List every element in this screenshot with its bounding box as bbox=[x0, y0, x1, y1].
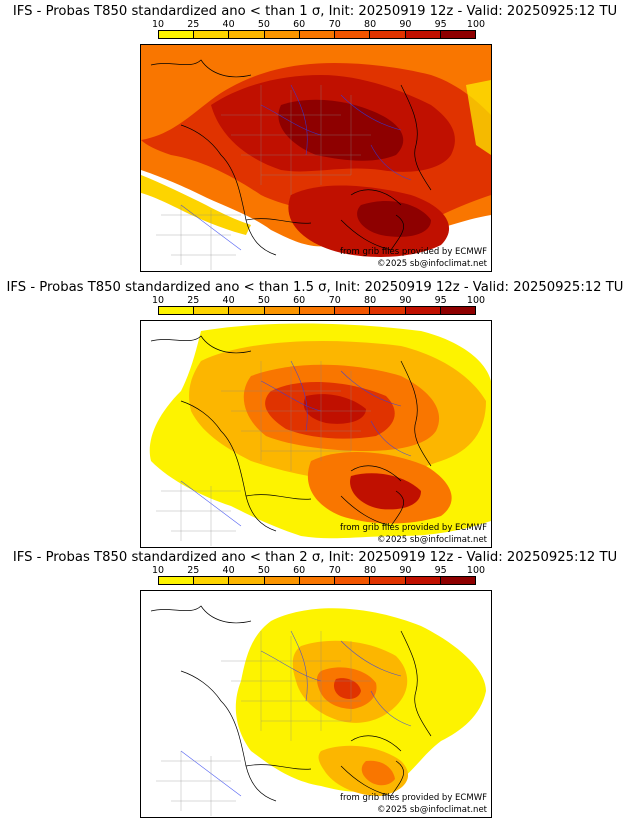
panel-title: IFS - Probas T850 standardized ano < tha… bbox=[6, 280, 624, 295]
probability-map: from grib files provided by ECMWF ©2025 … bbox=[140, 44, 492, 272]
colorbar-label: 80 bbox=[364, 565, 377, 576]
colorbar-label: 100 bbox=[466, 19, 486, 30]
colorbar-swatch bbox=[159, 31, 195, 38]
colorbar-swatch bbox=[159, 577, 195, 584]
colorbar-swatch bbox=[440, 307, 475, 314]
colorbar-label: 60 bbox=[293, 19, 306, 30]
grib-credit: from grib files provided by ECMWF bbox=[340, 793, 487, 803]
colorbar bbox=[158, 306, 476, 315]
copyright: ©2025 sb@infoclimat.net bbox=[377, 259, 487, 269]
colorbar-swatch bbox=[405, 307, 441, 314]
colorbar-swatch bbox=[264, 307, 300, 314]
colorbar-label: 10 bbox=[151, 565, 165, 576]
colorbar-label: 25 bbox=[187, 565, 200, 576]
map-graphic bbox=[150, 605, 486, 816]
colorbar-label: 95 bbox=[434, 19, 447, 30]
copyright: ©2025 sb@infoclimat.net bbox=[377, 535, 487, 545]
colorbar-swatch bbox=[194, 31, 230, 38]
colorbar-label: 50 bbox=[257, 295, 270, 306]
colorbar-swatch bbox=[370, 307, 406, 314]
colorbar-swatch bbox=[335, 307, 371, 314]
colorbar-swatch bbox=[405, 577, 441, 584]
colorbar-swatch bbox=[229, 307, 265, 314]
colorbar-labels: 10 25 40 50 60 70 80 90 95 100 bbox=[152, 19, 485, 30]
colorbar-label: 60 bbox=[293, 565, 306, 576]
colorbar bbox=[158, 576, 476, 585]
probability-map: from grib files provided by ECMWF ©2025 … bbox=[140, 320, 492, 548]
panel-title: IFS - Probas T850 standardized ano < tha… bbox=[12, 550, 618, 565]
colorbar-label: 90 bbox=[399, 19, 412, 30]
colorbar-swatch bbox=[229, 31, 265, 38]
colorbar-swatch bbox=[440, 31, 475, 38]
colorbar-swatch bbox=[370, 31, 406, 38]
map-panel-2sigma: IFS - Probas T850 standardized ano < tha… bbox=[0, 550, 630, 822]
colorbar-swatch bbox=[335, 577, 371, 584]
colorbar-label: 40 bbox=[222, 19, 235, 30]
colorbar-label: 50 bbox=[257, 565, 270, 576]
colorbar-swatch bbox=[440, 577, 475, 584]
colorbar-labels: 10 25 40 50 60 70 80 90 95 100 bbox=[152, 565, 485, 576]
colorbar-label: 25 bbox=[187, 19, 200, 30]
colorbar-label: 40 bbox=[222, 565, 235, 576]
colorbar-label: 80 bbox=[364, 19, 377, 30]
map-graphic bbox=[141, 321, 491, 547]
colorbar-label: 50 bbox=[257, 19, 270, 30]
colorbar bbox=[158, 30, 476, 39]
colorbar-label: 70 bbox=[328, 565, 341, 576]
map-panel-1sigma: IFS - Probas T850 standardized ano < tha… bbox=[0, 4, 630, 276]
colorbar-label: 80 bbox=[364, 295, 377, 306]
colorbar-label: 90 bbox=[399, 295, 412, 306]
colorbar-swatch bbox=[159, 307, 195, 314]
copyright: ©2025 sb@infoclimat.net bbox=[377, 805, 487, 815]
colorbar-swatch bbox=[194, 577, 230, 584]
colorbar-swatch bbox=[229, 577, 265, 584]
colorbar-swatch bbox=[299, 307, 336, 314]
colorbar-label: 25 bbox=[187, 295, 200, 306]
colorbar-label: 95 bbox=[434, 295, 447, 306]
colorbar-label: 10 bbox=[151, 19, 165, 30]
colorbar-label: 10 bbox=[151, 295, 165, 306]
colorbar-label: 100 bbox=[466, 295, 486, 306]
colorbar-swatch bbox=[194, 307, 230, 314]
colorbar-label: 90 bbox=[399, 565, 412, 576]
probability-map: from grib files provided by ECMWF ©2025 … bbox=[140, 590, 492, 818]
colorbar-swatch bbox=[299, 31, 336, 38]
colorbar-swatch bbox=[405, 31, 441, 38]
colorbar-label: 40 bbox=[222, 295, 235, 306]
grib-credit: from grib files provided by ECMWF bbox=[340, 523, 487, 533]
map-graphic bbox=[141, 45, 491, 271]
colorbar-swatch bbox=[335, 31, 371, 38]
grib-credit: from grib files provided by ECMWF bbox=[340, 247, 487, 257]
colorbar-swatch bbox=[299, 577, 336, 584]
colorbar-label: 95 bbox=[434, 565, 447, 576]
colorbar-label: 70 bbox=[328, 295, 341, 306]
colorbar-label: 100 bbox=[466, 565, 486, 576]
colorbar-swatch bbox=[264, 31, 300, 38]
colorbar-label: 60 bbox=[293, 295, 306, 306]
colorbar-swatch bbox=[370, 577, 406, 584]
map-panel-1-5sigma: IFS - Probas T850 standardized ano < tha… bbox=[0, 280, 630, 552]
panel-title: IFS - Probas T850 standardized ano < tha… bbox=[12, 4, 618, 19]
colorbar-swatch bbox=[264, 577, 300, 584]
colorbar-labels: 10 25 40 50 60 70 80 90 95 100 bbox=[152, 295, 485, 306]
colorbar-label: 70 bbox=[328, 19, 341, 30]
